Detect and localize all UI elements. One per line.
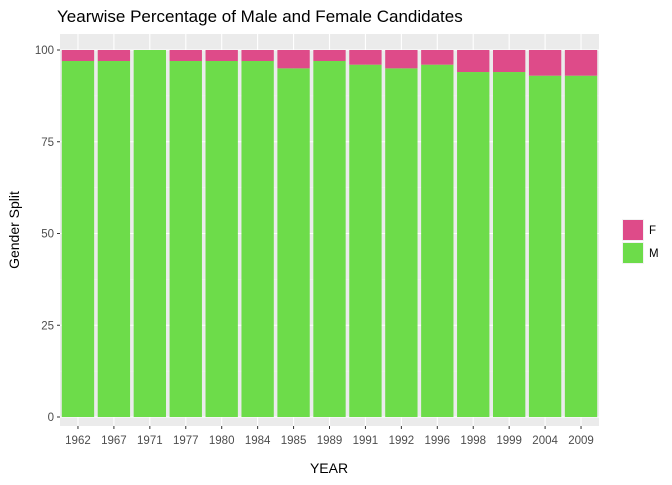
bar-F-1991 <box>349 50 382 65</box>
x-tick-label: 1980 <box>209 435 235 447</box>
x-tick-label: 2004 <box>532 435 558 447</box>
x-tick-label: 1999 <box>496 435 522 447</box>
bar-M-2009 <box>564 75 598 417</box>
bar-F-1967 <box>97 50 131 62</box>
x-tick-label: 1977 <box>173 435 199 447</box>
bar-M-1984 <box>241 61 274 417</box>
x-tick-label: 1996 <box>425 435 451 447</box>
x-tick-label: 1962 <box>65 435 91 447</box>
x-tick-label: 1992 <box>389 435 415 447</box>
legend-label-M: M <box>649 248 659 260</box>
bar-M-1962 <box>61 61 95 417</box>
bar-M-1971 <box>133 50 167 417</box>
x-tick-label: 1967 <box>101 435 127 447</box>
bar-M-1980 <box>205 61 238 417</box>
bar-M-1989 <box>313 61 346 417</box>
bar-F-1980 <box>205 50 238 62</box>
x-tick-label: 1971 <box>137 435 163 447</box>
bar-M-1977 <box>169 61 202 417</box>
bar-F-1977 <box>169 50 202 62</box>
bars <box>61 50 598 418</box>
bar-M-1998 <box>457 72 490 418</box>
bar-M-1992 <box>385 68 418 417</box>
x-tick-label: 1984 <box>245 435 271 447</box>
legend-label-F: F <box>649 225 656 237</box>
bar-F-1996 <box>421 50 454 65</box>
y-axis: 0 25 50 75 100 <box>35 45 60 424</box>
bar-F-1998 <box>457 50 490 73</box>
bar-M-2004 <box>528 75 562 417</box>
bar-M-1967 <box>97 61 131 417</box>
x-tick-label: 1989 <box>317 435 343 447</box>
x-tick-label: 2009 <box>568 435 594 447</box>
y-tick-label: 100 <box>35 45 54 57</box>
legend: FM <box>622 219 659 264</box>
y-tick-label: 0 <box>48 412 54 424</box>
y-tick-label: 75 <box>41 137 54 149</box>
bar-M-1996 <box>421 64 454 418</box>
bar-F-1999 <box>492 50 526 73</box>
bar-M-1991 <box>349 64 382 418</box>
chart-title: Yearwise Percentage of Male and Female C… <box>57 7 463 26</box>
bar-F-2004 <box>528 50 562 76</box>
x-tick-label: 1985 <box>281 435 307 447</box>
y-tick-label: 50 <box>41 229 54 241</box>
legend-swatch-M <box>623 243 643 263</box>
x-axis-title: YEAR <box>310 460 348 476</box>
bar-F-1985 <box>277 50 310 69</box>
bar-F-1992 <box>385 50 418 69</box>
legend-swatch-F <box>623 220 643 240</box>
y-axis-title: Gender Split <box>6 191 22 269</box>
bar-M-1999 <box>492 72 526 418</box>
x-axis: 1962 1967 1971 1977 1980 1984 1985 1989 1991 1992… <box>65 426 594 447</box>
y-tick-label: 25 <box>41 320 54 332</box>
bar-F-1962 <box>61 50 95 62</box>
bar-F-1984 <box>241 50 274 62</box>
bar-F-1989 <box>313 50 346 62</box>
x-tick-label: 1998 <box>460 435 486 447</box>
bar-M-1985 <box>277 68 310 417</box>
x-tick-label: 1991 <box>353 435 379 447</box>
bar-F-2009 <box>564 50 598 76</box>
